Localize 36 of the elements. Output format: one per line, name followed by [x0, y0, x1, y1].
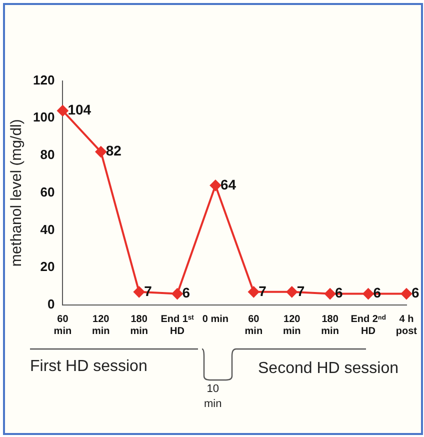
x-tick-label: End 2ⁿᵈ HD — [350, 314, 386, 337]
data-label: 82 — [106, 142, 122, 159]
y-tick-label: 60 — [40, 184, 55, 200]
x-tick-label: 120 min — [282, 314, 301, 337]
x-tick-label: 4 h post — [396, 314, 418, 337]
point — [57, 105, 68, 116]
data-label: 104 — [68, 102, 92, 118]
point — [286, 286, 298, 298]
x-tick-label: 60 min — [54, 314, 72, 337]
y-tick-label: 80 — [40, 147, 55, 162]
y-tick-label: 100 — [32, 110, 55, 125]
point — [210, 180, 221, 191]
x-tick-label: 180 min — [321, 314, 339, 337]
y-tick-label: 40 — [40, 222, 55, 237]
x-tick-label: 120 min — [92, 314, 110, 337]
x-tick-label: 180 min — [130, 314, 148, 337]
y-tick-label: 20 — [40, 259, 55, 274]
data-label: 64 — [220, 176, 236, 192]
point — [95, 146, 106, 158]
text: Second HD session — [258, 359, 399, 379]
x-tick-label: 60 min — [244, 314, 263, 337]
point — [134, 286, 145, 298]
text: 10 min — [204, 382, 222, 412]
x-tick-label: End 1ˢᵗ HD — [160, 314, 195, 337]
point — [324, 288, 336, 300]
x-tick-label: 0 min — [202, 314, 229, 325]
point — [248, 286, 260, 298]
point — [172, 288, 183, 300]
y-tick-label: 120 — [32, 72, 55, 88]
y-axis-title: methanol level (mg/dl) — [8, 119, 26, 267]
data-label: 6 — [411, 284, 420, 301]
text: First HD session — [30, 357, 148, 377]
point — [400, 288, 412, 300]
point — [362, 288, 374, 300]
y-tick-label: 0 — [47, 296, 55, 312]
data-label: 6 — [182, 284, 190, 301]
